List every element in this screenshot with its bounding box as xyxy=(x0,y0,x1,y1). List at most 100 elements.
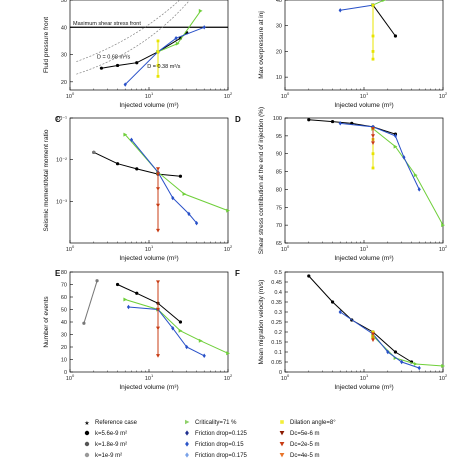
series-line-black xyxy=(101,32,188,69)
y-tick-label: 0.05 xyxy=(271,360,282,366)
shear-front-label: Maximum shear stress front xyxy=(73,21,141,27)
legend-label: Reference case xyxy=(95,420,138,426)
data-point-blue xyxy=(194,220,199,226)
data-point-blue xyxy=(402,155,406,160)
diffusivity-label: D = 0.68 m²/s xyxy=(97,55,130,61)
series-line-black xyxy=(93,151,181,177)
data-point-green xyxy=(413,362,418,366)
legend-label: k=5.6e-9 m² xyxy=(95,431,127,437)
series-line-blue xyxy=(340,122,420,190)
diamond-marker-icon xyxy=(185,430,189,436)
y-tick-label: 30 xyxy=(276,24,282,30)
x-tick-label: 102 xyxy=(439,373,448,382)
x-tick-exp: 0 xyxy=(287,91,290,96)
data-point-green xyxy=(175,41,180,46)
legend-item xyxy=(84,452,90,458)
x-tick-exp: 1 xyxy=(151,244,154,249)
data-point-green xyxy=(178,328,183,333)
y-tick-label: 0.15 xyxy=(271,340,282,346)
data-point-blue xyxy=(338,8,342,13)
data-point-yellow xyxy=(371,34,375,38)
panel-f xyxy=(284,271,445,373)
data-point-yellow xyxy=(371,50,375,53)
data-point-black xyxy=(135,291,139,295)
x-tick-label: 101 xyxy=(360,373,369,382)
data-point-black xyxy=(307,118,311,122)
legend xyxy=(84,419,285,458)
data-point-green xyxy=(393,144,398,149)
circle-marker-icon xyxy=(84,452,90,458)
legend-item xyxy=(185,419,190,425)
series-line-black xyxy=(117,284,181,323)
data-point-yellow xyxy=(156,39,160,43)
data-point-blue xyxy=(171,326,175,331)
y-tick-label: 65 xyxy=(276,241,282,247)
panel-b xyxy=(284,0,444,91)
legend-item xyxy=(279,453,285,458)
x-tick-exp: 0 xyxy=(287,244,290,249)
data-point-black xyxy=(99,66,104,70)
y-tick-label: 40 xyxy=(276,0,282,4)
y-tick-label: 80 xyxy=(276,187,282,193)
data-point-red xyxy=(371,141,376,145)
x-tick-label: 101 xyxy=(360,91,369,100)
data-point-gray xyxy=(95,279,99,283)
series-line-blue xyxy=(131,139,197,224)
data-point-blue xyxy=(129,137,134,142)
data-point-blue xyxy=(202,25,206,30)
y-tick-label: 20 xyxy=(61,80,67,86)
x-tick-exp: 1 xyxy=(366,373,369,378)
circle-marker-icon xyxy=(84,441,90,447)
x-tick-exp: 0 xyxy=(287,373,290,378)
x-tick-exp: 1 xyxy=(151,91,154,96)
panel-e xyxy=(69,271,230,373)
circle-marker-icon xyxy=(84,430,90,436)
diffusivity-curve xyxy=(76,0,191,75)
x-tick-label: 100 xyxy=(66,373,75,382)
y-tick-label: 0.4 xyxy=(274,290,282,296)
series-line-green xyxy=(124,134,229,212)
triangle-down-marker-icon xyxy=(279,431,285,436)
x-axis-label: Injected volume (m³) xyxy=(119,384,178,391)
data-point-blue xyxy=(338,121,342,126)
data-point-blue xyxy=(187,211,191,217)
x-tick-exp: 2 xyxy=(230,373,233,378)
x-tick-exp: 1 xyxy=(151,373,154,378)
plot-frame xyxy=(284,0,444,91)
y-tick-label: 20 xyxy=(61,345,67,351)
x-tick-label: 100 xyxy=(281,91,290,100)
data-point-red xyxy=(371,332,376,336)
data-point-green xyxy=(226,351,230,356)
x-tick-label: 101 xyxy=(360,244,369,253)
data-point-black xyxy=(135,167,139,171)
data-point-red xyxy=(156,326,161,331)
x-axis-label: Injected volume (m³) xyxy=(119,102,178,109)
data-point-blue xyxy=(338,309,342,315)
data-point-blue xyxy=(386,349,390,355)
data-point-red xyxy=(156,203,161,208)
y-tick-label: 0 xyxy=(64,370,67,376)
plot-frame xyxy=(284,271,444,373)
y-tick-label: 85 xyxy=(276,170,282,176)
data-point-blue xyxy=(126,304,131,310)
data-point-black xyxy=(330,300,335,304)
diamond-marker-icon xyxy=(185,452,189,458)
series-line-blue xyxy=(340,4,374,11)
series-line-black xyxy=(308,275,412,363)
y-axis-label: Shear stress contribution at the end of … xyxy=(258,107,265,254)
y-tick-label: 70 xyxy=(276,223,282,229)
data-point-red xyxy=(156,167,161,171)
data-point-black xyxy=(330,119,335,124)
plot-frame xyxy=(284,117,444,244)
y-tick-label: 75 xyxy=(276,205,282,211)
legend-label: Friction drop=0.125 xyxy=(195,431,248,437)
data-point-yellow xyxy=(156,64,160,67)
x-tick-exp: 2 xyxy=(230,91,233,96)
data-point-red xyxy=(156,228,161,233)
data-point-green xyxy=(441,364,445,368)
legend-label: Dc=2e-5 m xyxy=(290,442,320,448)
x-tick-exp: 1 xyxy=(366,91,369,96)
diamond-marker-icon xyxy=(185,441,189,447)
y-tick-label: 0.45 xyxy=(271,280,282,286)
x-axis-label: Injected volume (m³) xyxy=(334,102,393,109)
